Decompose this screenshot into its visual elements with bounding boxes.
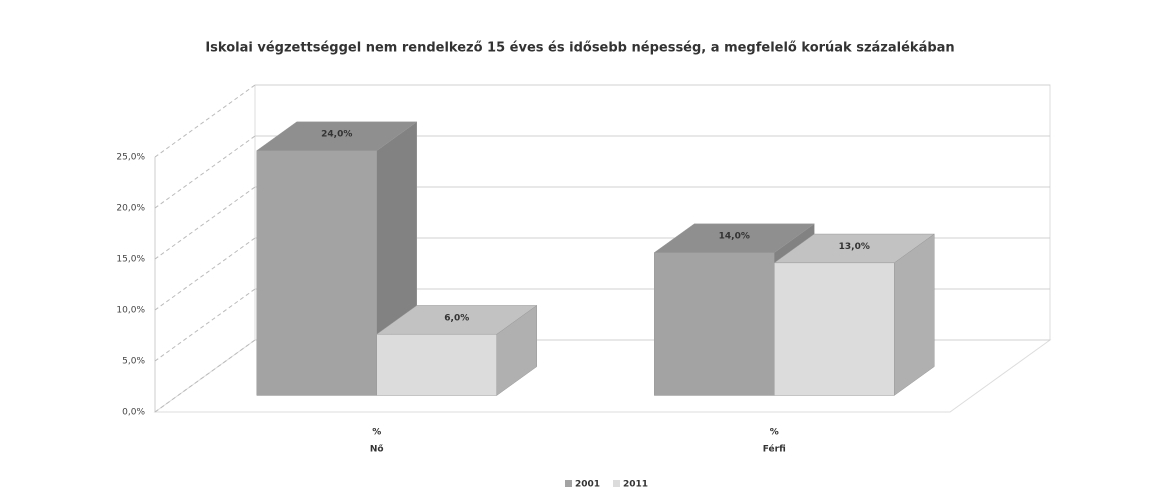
x-tick-label: Férfi bbox=[763, 444, 786, 455]
y-tick-label: 0,0% bbox=[122, 408, 145, 418]
legend-swatch bbox=[565, 480, 572, 487]
value-label: 14,0% bbox=[719, 232, 750, 242]
bar bbox=[376, 333, 497, 396]
y-tick-label: 10,0% bbox=[116, 306, 145, 316]
x-tick-label: Nő bbox=[370, 445, 384, 455]
y-tick-label: 15,0% bbox=[116, 255, 145, 265]
y-tick-label: 20,0% bbox=[116, 204, 145, 214]
legend-swatch bbox=[613, 480, 620, 487]
bar bbox=[256, 150, 377, 396]
y-tick-label: 5,0% bbox=[122, 357, 145, 367]
value-label: 6,0% bbox=[444, 313, 469, 323]
x-tick-label: % bbox=[372, 428, 381, 438]
value-label: 24,0% bbox=[321, 130, 352, 140]
x-tick-label: % bbox=[770, 428, 779, 438]
value-label: 13,0% bbox=[839, 242, 870, 252]
chart-title: Iskolai végzettséggel nem rendelkező 15 … bbox=[205, 41, 954, 56]
legend-label: 2001 bbox=[575, 480, 600, 490]
bar bbox=[654, 252, 775, 396]
bar bbox=[774, 262, 895, 396]
y-tick-label: 25,0% bbox=[116, 153, 145, 163]
legend-label: 2011 bbox=[623, 480, 648, 490]
